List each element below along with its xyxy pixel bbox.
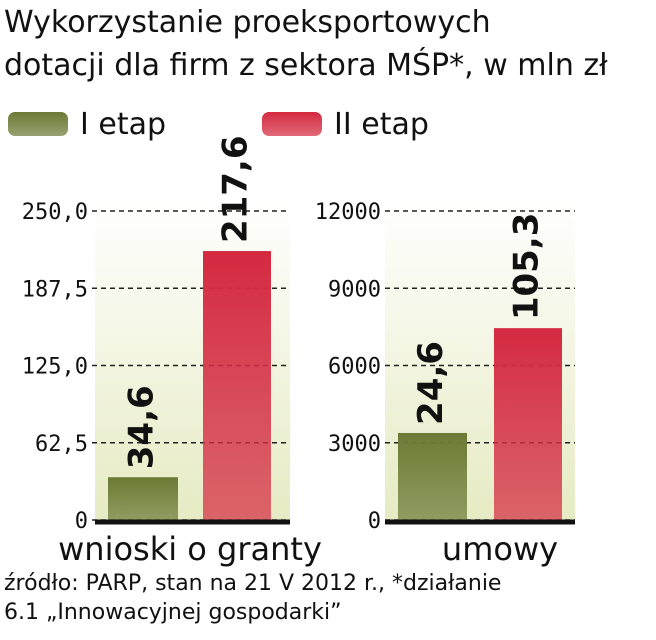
title: dotacji dla firm z sektora MŚP*, w mln z…	[4, 46, 608, 83]
source: 6.1 „Innowacyjnej gospodarki”	[4, 600, 342, 625]
value-label: 24,6	[411, 341, 451, 425]
value-label: 217,6	[216, 135, 256, 243]
title: Wykorzystanie proeksportowych	[4, 5, 491, 40]
bar	[398, 432, 467, 520]
y-tick-label: 187,5	[22, 277, 88, 302]
y-tick-label: 6000	[328, 355, 381, 380]
value-label: 105,3	[507, 213, 547, 321]
value-label: 34,6	[122, 385, 162, 469]
x-tick-label: wnioski o granty	[58, 530, 322, 568]
legend-label: I etap	[80, 107, 166, 142]
legend-swatch	[262, 112, 322, 136]
y-tick-label: 12000	[315, 200, 381, 225]
y-tick-label: 250,0	[22, 200, 88, 225]
bar	[108, 477, 178, 520]
y-tick-label: 9000	[328, 277, 381, 302]
y-tick-label: 3000	[328, 432, 381, 457]
y-tick-label: 62,5	[35, 432, 88, 457]
y-tick-label: 0	[75, 509, 88, 534]
legend-label: II etap	[334, 107, 429, 142]
x-tick-label: umowy	[442, 530, 558, 568]
bar	[203, 251, 271, 521]
y-tick-label: 0	[368, 509, 381, 534]
source: źródło: PARP, stan na 21 V 2012 r., *dzi…	[4, 571, 501, 596]
bar	[494, 328, 562, 520]
y-tick-label: 125,0	[22, 355, 88, 380]
legend-swatch	[8, 112, 68, 136]
